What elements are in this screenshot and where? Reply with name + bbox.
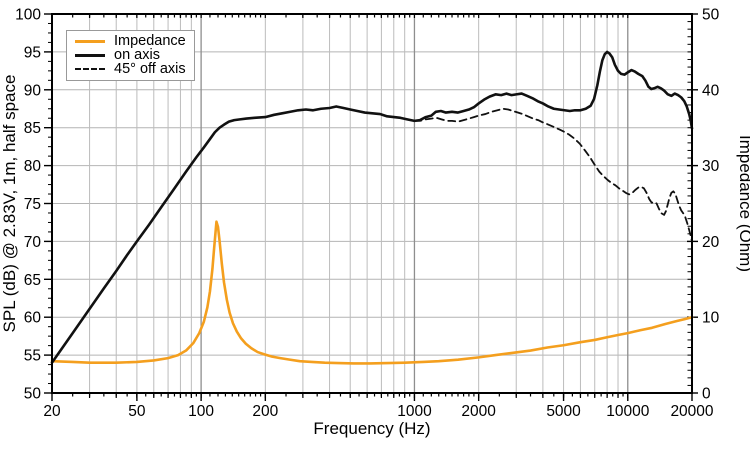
svg-text:1000: 1000 xyxy=(397,403,432,420)
legend-label-impedance: Impedance xyxy=(114,33,186,49)
svg-text:50: 50 xyxy=(24,386,42,403)
svg-text:30: 30 xyxy=(702,158,720,175)
legend-label-off-axis: 45° off axis xyxy=(114,61,186,77)
svg-text:5000: 5000 xyxy=(546,403,581,420)
impedance-curve xyxy=(50,220,694,365)
svg-text:100: 100 xyxy=(188,403,214,420)
svg-text:10000: 10000 xyxy=(606,403,649,420)
legend-label-on-axis: on axis xyxy=(114,47,160,63)
svg-text:20: 20 xyxy=(702,234,720,251)
impedance-line-sample xyxy=(75,39,105,43)
svg-text:80: 80 xyxy=(24,158,42,175)
legend-item-impedance: Impedance xyxy=(75,34,186,48)
y-left-axis-title: SPL (dB) @ 2.83V, 1m, half space xyxy=(0,75,19,333)
svg-text:55: 55 xyxy=(24,348,41,365)
on-axis-line-sample xyxy=(75,53,105,57)
off-axis-line-sample xyxy=(75,68,105,70)
svg-text:70: 70 xyxy=(24,234,42,251)
svg-text:100: 100 xyxy=(15,7,41,24)
svg-text:0: 0 xyxy=(702,386,711,403)
svg-text:85: 85 xyxy=(24,120,41,137)
svg-text:65: 65 xyxy=(24,272,41,289)
svg-text:50: 50 xyxy=(702,7,720,24)
svg-text:40: 40 xyxy=(702,82,720,99)
svg-text:10: 10 xyxy=(702,310,720,327)
legend-item-off-axis: 45° off axis xyxy=(75,62,186,76)
svg-text:90: 90 xyxy=(24,82,42,99)
svg-text:75: 75 xyxy=(24,196,41,213)
y-right-axis-title: Impedance (Ohm) xyxy=(736,135,750,272)
x-axis-title: Frequency (Hz) xyxy=(313,419,430,438)
svg-text:50: 50 xyxy=(128,403,146,420)
svg-text:95: 95 xyxy=(24,44,41,61)
plot-frame xyxy=(51,13,693,394)
off-axis-curve xyxy=(413,107,693,243)
legend: Impedance on axis 45° off axis xyxy=(66,30,195,81)
legend-item-on-axis: on axis xyxy=(75,48,186,62)
on-axis-curve xyxy=(50,50,694,364)
svg-text:60: 60 xyxy=(24,310,42,327)
svg-text:200: 200 xyxy=(252,403,278,420)
svg-text:2000: 2000 xyxy=(461,403,496,420)
svg-text:20: 20 xyxy=(43,403,61,420)
curves xyxy=(50,50,694,365)
svg-text:20000: 20000 xyxy=(670,403,713,420)
